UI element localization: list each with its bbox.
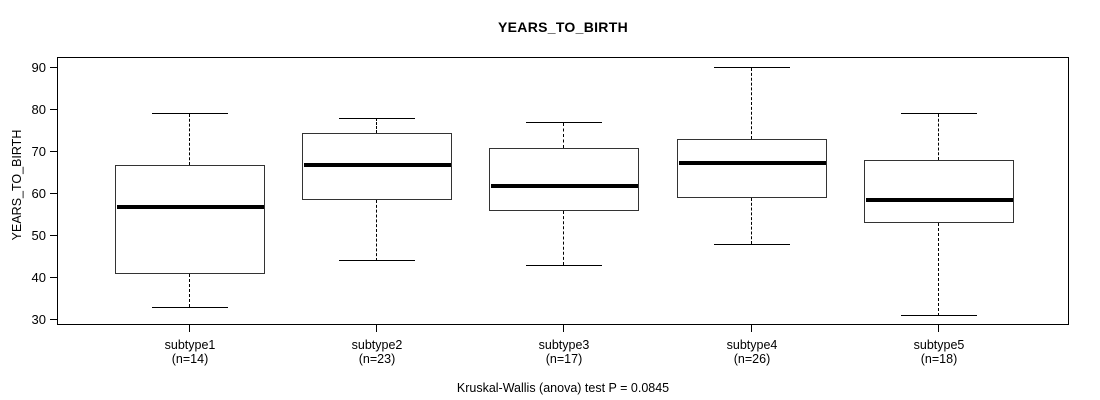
x-axis-tick <box>376 325 378 332</box>
upper-whisker <box>938 114 940 161</box>
category-name: subtype5 <box>913 338 965 352</box>
lower-whisker-cap <box>714 243 790 245</box>
y-axis-tick <box>50 193 57 195</box>
median-line <box>865 198 1013 203</box>
iqr-box <box>677 139 827 199</box>
median-line <box>116 204 264 209</box>
lower-whisker-cap <box>901 315 977 317</box>
y-axis-tick <box>50 319 57 321</box>
category-n-count: (n=26) <box>733 351 771 366</box>
category-label: subtype3 (n=17) <box>494 338 634 366</box>
upper-whisker <box>376 118 378 134</box>
upper-whisker <box>751 68 753 140</box>
kruskal-wallis-note: Kruskal-Wallis (anova) test P = 0.0845 <box>456 381 670 395</box>
category-label: subtype5 (n=18) <box>869 338 1009 366</box>
y-axis-tick <box>50 277 57 279</box>
lower-whisker <box>563 210 565 266</box>
category-name: subtype4 <box>726 338 778 352</box>
upper-whisker <box>563 122 565 148</box>
upper-whisker-cap <box>339 117 415 119</box>
upper-whisker-cap <box>714 67 790 69</box>
y-axis-tick-label: 60 <box>31 186 46 201</box>
median-line <box>490 183 638 188</box>
lower-whisker <box>751 198 753 245</box>
category-label: subtype2 (n=23) <box>307 338 447 366</box>
median-line <box>303 162 451 167</box>
iqr-box <box>864 160 1014 224</box>
x-axis-tick <box>751 325 753 332</box>
lower-whisker <box>189 273 191 308</box>
category-label: subtype4 (n=26) <box>682 338 822 366</box>
y-axis-tick-label: 50 <box>31 228 46 243</box>
category-n-count: (n=23) <box>358 351 396 366</box>
x-axis-tick <box>563 325 565 332</box>
category-name: subtype2 <box>351 338 403 352</box>
upper-whisker-cap <box>526 121 602 123</box>
chart-title: YEARS_TO_BIRTH <box>498 19 628 35</box>
category-name: subtype3 <box>538 338 590 352</box>
lower-whisker <box>938 223 940 316</box>
x-axis-tick <box>938 325 940 332</box>
category-n-count: (n=17) <box>545 351 583 366</box>
median-line <box>678 160 826 165</box>
y-axis-tick-label: 80 <box>31 102 46 117</box>
upper-whisker <box>189 114 191 165</box>
category-label: subtype1 (n=14) <box>120 338 260 366</box>
y-axis-tick <box>50 109 57 111</box>
iqr-box <box>489 147 639 211</box>
category-name: subtype1 <box>164 338 216 352</box>
upper-whisker-cap <box>901 113 977 115</box>
iqr-box <box>302 133 452 201</box>
x-axis-tick <box>189 325 191 332</box>
y-axis-tick-label: 30 <box>31 312 46 327</box>
iqr-box <box>115 164 265 274</box>
lower-whisker-cap <box>152 306 228 308</box>
y-axis-tick <box>50 235 57 237</box>
lower-whisker-cap <box>339 260 415 262</box>
upper-whisker-cap <box>152 113 228 115</box>
y-axis-tick <box>50 151 57 153</box>
lower-whisker-cap <box>526 264 602 266</box>
y-axis-tick-label: 90 <box>31 60 46 75</box>
y-axis-tick-label: 40 <box>31 270 46 285</box>
category-n-count: (n=14) <box>171 351 209 366</box>
y-axis-tick-label: 70 <box>31 144 46 159</box>
lower-whisker <box>376 200 378 262</box>
category-n-count: (n=18) <box>920 351 958 366</box>
y-axis-tick <box>50 67 57 69</box>
